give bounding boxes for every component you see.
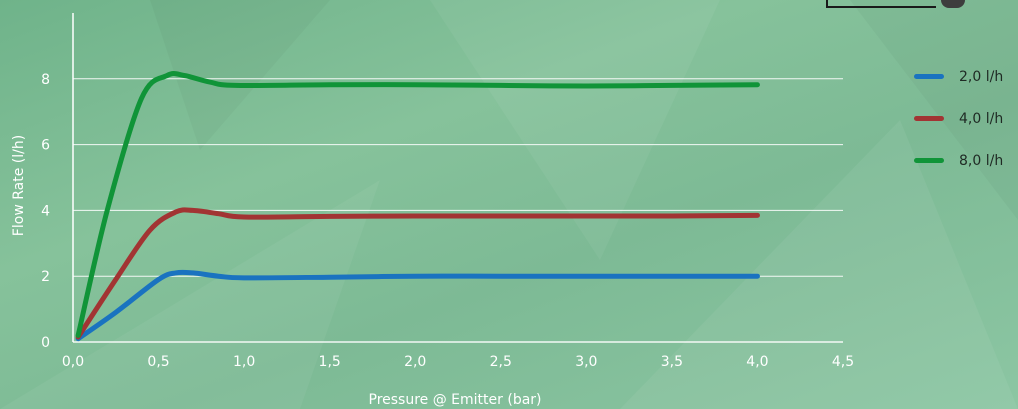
x-tick-label: 3,5 <box>661 354 683 370</box>
x-axis-title: Pressure @ Emitter (bar) <box>369 392 542 408</box>
legend-swatch <box>914 74 944 79</box>
logo-underline <box>826 6 936 8</box>
legend-item: 4,0 l/h <box>914 108 1018 129</box>
y-tick-labels: 0 2 4 6 8 <box>41 72 50 351</box>
legend-label: 2,0 l/h <box>959 68 1004 85</box>
legend-item: 2,0 l/h <box>914 66 1018 87</box>
series-line <box>75 71 760 338</box>
logo-icon <box>941 0 965 8</box>
y-tick-label: 4 <box>41 203 50 219</box>
x-tick-label: 4,0 <box>746 354 768 370</box>
legend-swatch <box>914 116 944 121</box>
x-tick-label: 1,0 <box>233 354 255 370</box>
y-tick-label: 8 <box>41 72 50 88</box>
x-tick-label: 3,0 <box>575 354 597 370</box>
series-line <box>75 269 760 342</box>
x-tick-label: 0,0 <box>62 354 84 370</box>
x-tick-labels: 0,0 0,5 1,0 1,5 2,0 2,5 3,0 3,5 4,0 4,5 <box>62 354 854 370</box>
x-tick-label: 2,5 <box>490 354 512 370</box>
series-lines <box>75 71 760 342</box>
chart-legend: 2,0 l/h 4,0 l/h 8,0 l/h <box>914 66 1018 192</box>
logo-mark <box>826 0 828 8</box>
legend-label: 8,0 l/h <box>959 152 1004 169</box>
legend-swatch <box>914 158 944 163</box>
legend-item: 8,0 l/h <box>914 150 1018 171</box>
y-tick-label: 6 <box>41 138 50 154</box>
y-tick-label: 2 <box>41 269 50 285</box>
legend-label: 4,0 l/h <box>959 110 1004 127</box>
x-tick-label: 2,0 <box>404 354 426 370</box>
y-axis-title: Flow Rate (l/h) <box>11 135 27 236</box>
y-tick-label: 0 <box>41 335 50 351</box>
x-tick-label: 1,5 <box>319 354 341 370</box>
series-line <box>75 207 760 340</box>
x-tick-label: 0,5 <box>147 354 169 370</box>
x-tick-label: 4,5 <box>832 354 854 370</box>
